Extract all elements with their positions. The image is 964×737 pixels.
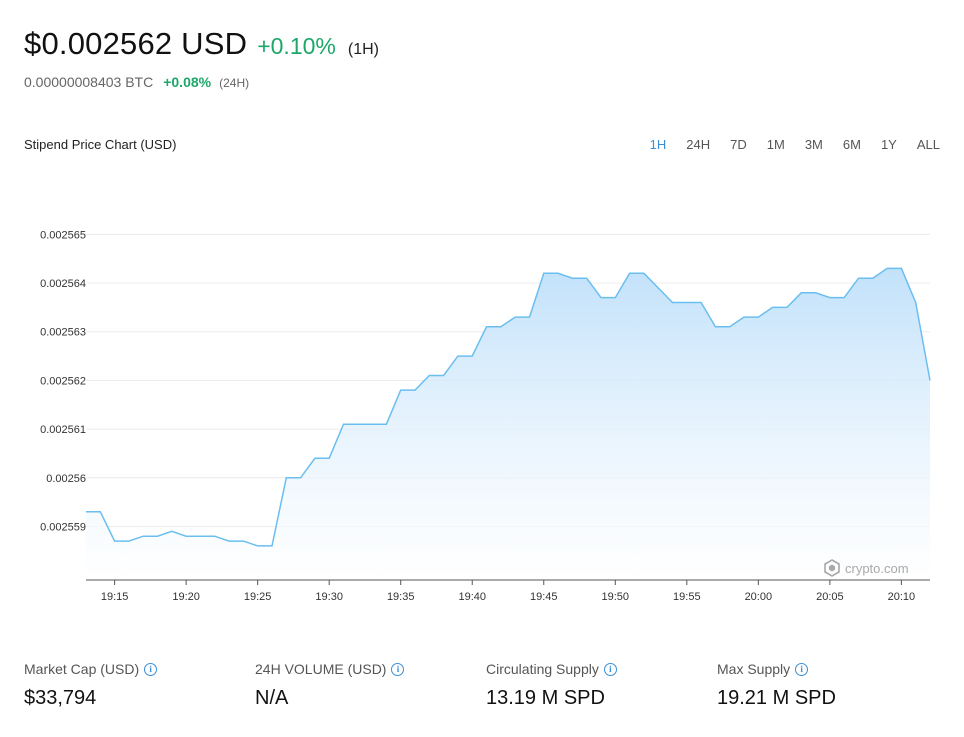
usd-price: $0.002562 USD xyxy=(24,26,248,61)
range-tab-24h[interactable]: 24H xyxy=(686,137,711,152)
x-tick-label: 19:45 xyxy=(530,591,558,603)
stat-value: 19.21 M SPD xyxy=(717,687,836,709)
btc-change-period: (24H) xyxy=(219,76,250,90)
price-header: $0.002562 USD +0.10% (1H) 0.00000008403 … xyxy=(24,26,379,90)
range-tab-1y[interactable]: 1Y xyxy=(880,137,897,152)
x-tick-label: 19:50 xyxy=(602,591,630,603)
btc-price: 0.00000008403 BTC xyxy=(24,74,154,90)
y-tick-label: 0.002564 xyxy=(40,278,86,290)
y-tick-label: 0.00256 xyxy=(46,473,86,485)
range-tab-all[interactable]: ALL xyxy=(916,137,940,152)
price-area xyxy=(86,268,930,580)
watermark-text: crypto.com xyxy=(845,561,909,576)
crypto-logo-icon xyxy=(824,559,840,577)
x-axis-ticks: 19:15 19:20 19:25 19:30 19:35 19:40 19:45 19:50… xyxy=(101,580,915,603)
x-tick-label: 19:35 xyxy=(387,591,415,603)
x-tick-label: 19:15 xyxy=(101,591,129,603)
chart-title: Stipend Price Chart (USD) xyxy=(24,137,177,152)
stat-label-text: 24H VOLUME (USD) xyxy=(255,661,387,677)
stat-24h-volume: 24H VOLUME (USD) i N/A xyxy=(255,661,486,710)
x-tick-label: 19:20 xyxy=(172,591,200,603)
btc-change: +0.08% xyxy=(163,74,212,90)
stat-label: Max Supply i xyxy=(717,661,948,677)
price-line xyxy=(86,267,931,547)
stat-value: N/A xyxy=(255,687,289,709)
info-icon[interactable]: i xyxy=(795,662,809,676)
stat-value: 13.19 M SPD xyxy=(486,687,605,709)
range-tab-7d[interactable]: 7D xyxy=(730,137,747,152)
range-tab-6m[interactable]: 6M xyxy=(842,137,861,152)
stat-label-text: Circulating Supply xyxy=(486,661,599,677)
y-tick-label: 0.002559 xyxy=(40,521,86,533)
range-tab-1h[interactable]: 1H xyxy=(649,137,667,152)
info-icon[interactable]: i xyxy=(603,662,617,676)
x-tick-label: 19:25 xyxy=(244,591,272,603)
stat-label: Market Cap (USD) i xyxy=(24,661,255,677)
stat-label: Circulating Supply i xyxy=(486,661,717,677)
x-tick-label: 20:00 xyxy=(745,591,773,603)
x-tick-label: 19:40 xyxy=(458,591,486,603)
range-tabs: 1H 24H 7D 1M 3M 6M 1Y ALL xyxy=(630,137,940,152)
x-tick-label: 19:55 xyxy=(673,591,701,603)
stat-circulating-supply: Circulating Supply i 13.19 M SPD xyxy=(486,661,717,710)
x-tick-label: 19:30 xyxy=(315,591,343,603)
price-chart[interactable]: 0.0025650.0025640.0025630.0025620.002561… xyxy=(0,200,964,610)
price-row: $0.002562 USD +0.10% (1H) xyxy=(24,26,379,62)
y-tick-label: 0.002563 xyxy=(40,327,86,339)
stat-market-cap: Market Cap (USD) i $33,794 xyxy=(24,661,255,710)
y-tick-label: 0.002561 xyxy=(40,424,86,436)
y-axis-labels: 0.002565 0.002564 0.002563 0.002562 0.002561… xyxy=(40,229,86,533)
y-tick-label: 0.002562 xyxy=(40,375,86,387)
stat-value: $33,794 xyxy=(24,687,97,709)
stat-label-text: Max Supply xyxy=(717,661,791,677)
stat-label-text: Market Cap (USD) xyxy=(24,661,140,677)
price-change: +0.10% xyxy=(257,33,336,59)
y-tick-label: 0.002565 xyxy=(40,229,86,241)
stat-label: 24H VOLUME (USD) i xyxy=(255,661,486,677)
x-tick-label: 20:10 xyxy=(888,591,916,603)
range-tab-1m[interactable]: 1M xyxy=(766,137,785,152)
watermark: crypto.com xyxy=(824,559,909,577)
range-tab-3m[interactable]: 3M xyxy=(804,137,823,152)
info-icon[interactable]: i xyxy=(144,662,158,676)
info-icon[interactable]: i xyxy=(391,662,405,676)
price-change-period: (1H) xyxy=(347,41,379,58)
stats-row: Market Cap (USD) i $33,794 24H VOLUME (US… xyxy=(24,661,948,710)
x-tick-label: 20:05 xyxy=(816,591,844,603)
stat-max-supply: Max Supply i 19.21 M SPD xyxy=(717,661,948,710)
btc-row: 0.00000008403 BTC +0.08% (24H) xyxy=(24,74,379,90)
